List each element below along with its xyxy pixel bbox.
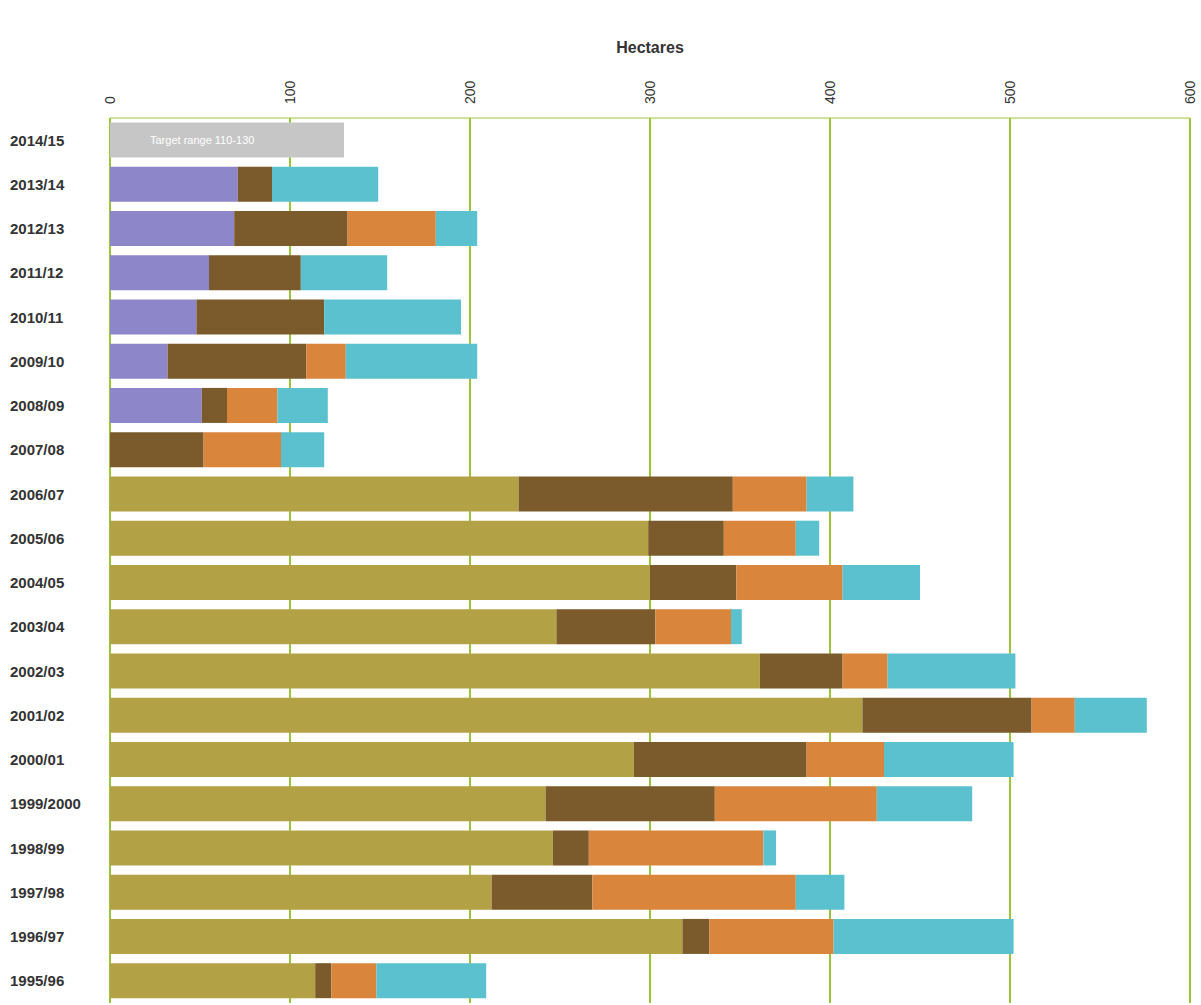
svg-text:2007/08: 2007/08: [10, 441, 64, 458]
svg-text:2005/06: 2005/06: [10, 530, 64, 547]
svg-text:2011/12: 2011/12: [10, 264, 63, 281]
svg-text:2006/07: 2006/07: [10, 486, 64, 503]
svg-text:1998/99: 1998/99: [10, 840, 64, 857]
svg-text:1999/2000: 1999/2000: [10, 795, 81, 812]
svg-text:400: 400: [822, 80, 838, 104]
svg-text:Target range 110-130: Target range 110-130: [150, 134, 254, 146]
svg-text:0: 0: [102, 96, 118, 104]
svg-text:2000/01: 2000/01: [10, 751, 64, 768]
svg-text:500: 500: [1002, 80, 1018, 104]
svg-text:2014/15: 2014/15: [10, 132, 64, 149]
svg-text:2013/14: 2013/14: [10, 176, 65, 193]
svg-text:600: 600: [1182, 80, 1198, 104]
svg-text:2003/04: 2003/04: [10, 618, 65, 635]
svg-text:2008/09: 2008/09: [10, 397, 64, 414]
svg-text:2010/11: 2010/11: [10, 309, 63, 326]
svg-text:2012/13: 2012/13: [10, 220, 64, 237]
svg-text:2009/10: 2009/10: [10, 353, 64, 370]
svg-text:1995/96: 1995/96: [10, 972, 64, 989]
svg-text:2004/05: 2004/05: [10, 574, 64, 591]
svg-text:2002/03: 2002/03: [10, 663, 64, 680]
svg-text:1996/97: 1996/97: [10, 928, 64, 945]
svg-text:200: 200: [462, 80, 478, 104]
svg-text:100: 100: [282, 80, 298, 104]
svg-text:Hectares: Hectares: [616, 39, 684, 56]
svg-text:1997/98: 1997/98: [10, 884, 64, 901]
svg-text:2001/02: 2001/02: [10, 707, 64, 724]
svg-text:300: 300: [642, 80, 658, 104]
